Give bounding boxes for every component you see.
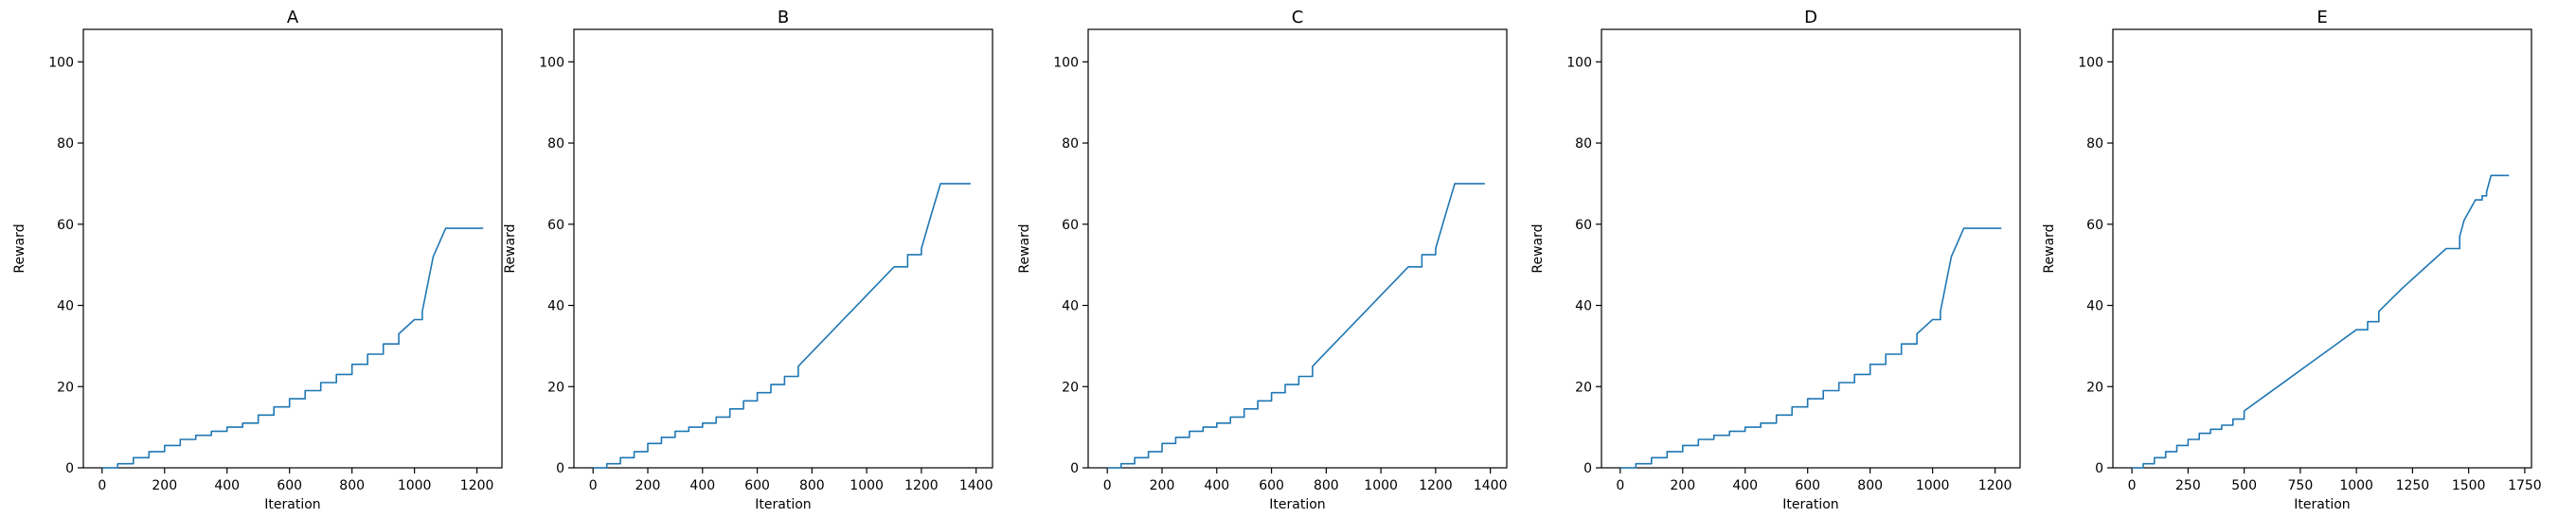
plot-frame [1601, 28, 2021, 469]
x-tick-label: 250 [2175, 478, 2201, 493]
y-tick-label: 40 [1062, 299, 1079, 314]
series-line-0 [101, 227, 484, 469]
x-axis-label: Iteration [755, 497, 811, 512]
series-line-0 [593, 183, 971, 469]
y-tick-label: 20 [1575, 380, 1592, 395]
x-tick-label: 0 [1103, 478, 1112, 493]
y-axis-label: Reward [12, 223, 27, 273]
y-tick-label: 100 [1566, 55, 1592, 70]
y-tick-label: 60 [1575, 218, 1592, 233]
x-tick-label: 1000 [398, 478, 432, 493]
y-axis-label: Reward [503, 223, 518, 273]
series-line-0 [1107, 183, 1485, 469]
y-tick-label: 0 [1583, 461, 1592, 476]
y-tick-label: 100 [539, 55, 564, 70]
x-tick-label: 1200 [904, 478, 939, 493]
x-tick-label: 800 [339, 478, 365, 493]
plot-frame [1087, 28, 1508, 469]
x-tick-label: 1200 [460, 478, 494, 493]
x-tick-label: 200 [152, 478, 177, 493]
x-tick-label: 1000 [850, 478, 884, 493]
x-tick-label: 1750 [2508, 478, 2542, 493]
y-tick-label: 100 [1053, 55, 1079, 70]
y-tick-label: 40 [1575, 299, 1592, 314]
plot-frame [573, 28, 993, 469]
x-tick-label: 1200 [1978, 478, 2012, 493]
x-tick-label: 600 [1259, 478, 1284, 493]
y-tick-label: 100 [2078, 55, 2103, 70]
y-tick-label: 80 [2086, 136, 2103, 152]
y-tick-label: 0 [2095, 461, 2103, 476]
x-axis-label: Iteration [1269, 497, 1325, 512]
chart-title: E [2317, 8, 2327, 27]
x-tick-label: 1000 [1916, 478, 1950, 493]
chart-title: D [1804, 8, 1817, 27]
chart-title: C [1292, 8, 1304, 27]
x-tick-label: 500 [2231, 478, 2257, 493]
y-tick-label: 40 [2086, 299, 2103, 314]
x-tick-label: 800 [1857, 478, 1883, 493]
plot-frame [82, 28, 503, 469]
x-tick-label: 200 [1150, 478, 1175, 493]
x-tick-label: 600 [1795, 478, 1820, 493]
x-tick-label: 400 [689, 478, 715, 493]
x-tick-label: 800 [799, 478, 825, 493]
x-tick-label: 750 [2288, 478, 2314, 493]
y-tick-label: 0 [1070, 461, 1079, 476]
x-tick-label: 0 [2128, 478, 2137, 493]
y-tick-label: 60 [57, 218, 74, 233]
y-tick-label: 60 [2086, 218, 2103, 233]
x-tick-label: 1500 [2452, 478, 2486, 493]
x-tick-label: 1000 [2339, 478, 2373, 493]
x-axis-label: Iteration [264, 497, 320, 512]
y-axis-label: Reward [1017, 223, 1032, 273]
y-tick-label: 60 [547, 218, 564, 233]
series-line-0 [2132, 174, 2510, 469]
y-tick-label: 40 [57, 299, 74, 314]
x-tick-label: 1400 [959, 478, 993, 493]
x-tick-label: 200 [635, 478, 661, 493]
y-tick-label: 80 [57, 136, 74, 152]
x-tick-label: 0 [589, 478, 598, 493]
series-line-0 [1619, 227, 2002, 469]
x-axis-label: Iteration [1782, 497, 1838, 512]
subplot-E: E 0 250 500 750 1000 1250 1500 1750 0 20 40 60 80 100 I… [2042, 8, 2542, 512]
y-axis-label: Reward [1530, 223, 1546, 273]
subplot-C: C 0 200 400 600 800 1000 1200 1400 0 20 40 60 80 100 It… [1017, 8, 1508, 512]
y-tick-label: 20 [547, 380, 564, 395]
x-axis-label: Iteration [2294, 497, 2350, 512]
x-tick-label: 800 [1314, 478, 1339, 493]
y-tick-label: 60 [1062, 218, 1079, 233]
plot-frame [2112, 28, 2532, 469]
y-tick-label: 80 [1062, 136, 1079, 152]
x-tick-label: 1200 [1419, 478, 1453, 493]
chart-title: B [778, 8, 789, 27]
y-tick-label: 0 [65, 461, 74, 476]
x-tick-label: 400 [1732, 478, 1758, 493]
subplot-A: A 0 200 400 600 800 1000 1200 0 20 40 60 80 100 Iterat… [12, 8, 503, 512]
subplot-D: D 0 200 400 600 800 1000 1200 0 20 40 60 80 100 Iterat… [1530, 8, 2021, 512]
y-tick-label: 80 [1575, 136, 1592, 152]
y-axis-label: Reward [2042, 223, 2057, 273]
x-tick-label: 1400 [1474, 478, 1508, 493]
subplot-B: B 0 200 400 600 800 1000 1200 1400 0 20 40 60 80 100 It… [503, 8, 993, 512]
y-tick-label: 20 [1062, 380, 1079, 395]
x-tick-label: 200 [1670, 478, 1695, 493]
x-tick-label: 400 [1204, 478, 1229, 493]
chart-title: A [287, 8, 299, 27]
y-tick-label: 20 [57, 380, 74, 395]
y-tick-label: 0 [556, 461, 564, 476]
y-tick-label: 80 [547, 136, 564, 152]
x-tick-label: 1000 [1364, 478, 1398, 493]
x-tick-label: 0 [1616, 478, 1624, 493]
x-tick-label: 400 [214, 478, 240, 493]
x-tick-label: 600 [744, 478, 770, 493]
y-tick-label: 100 [48, 55, 74, 70]
y-tick-label: 20 [2086, 380, 2103, 395]
x-tick-label: 0 [98, 478, 106, 493]
y-tick-label: 40 [547, 299, 564, 314]
x-tick-label: 600 [277, 478, 302, 493]
x-tick-label: 1250 [2396, 478, 2430, 493]
